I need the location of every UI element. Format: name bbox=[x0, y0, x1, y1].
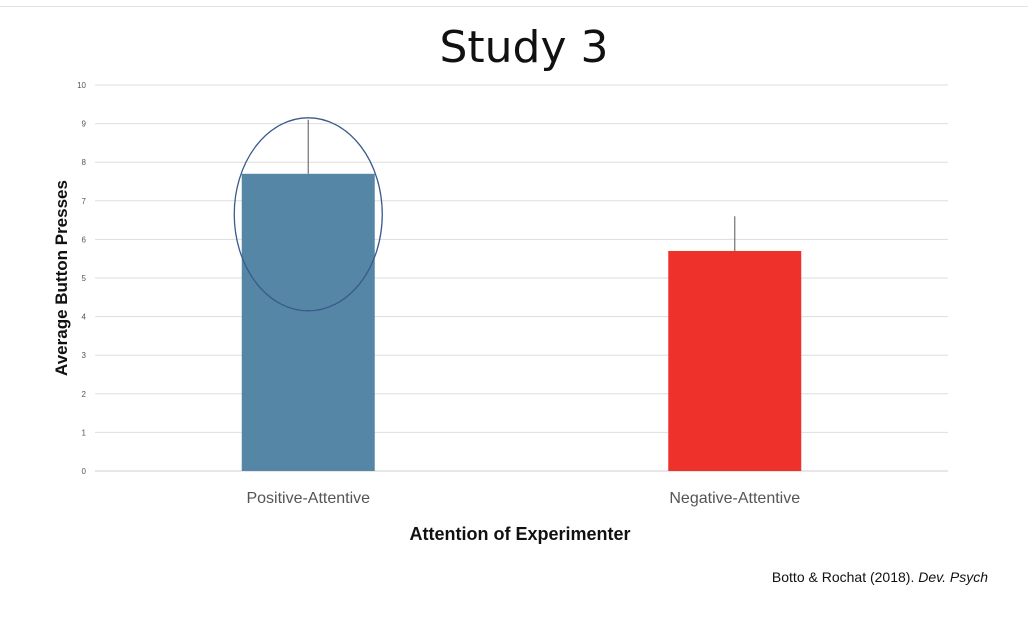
y-tick-label: 8 bbox=[82, 158, 87, 167]
y-tick-label: 3 bbox=[82, 351, 87, 360]
bar bbox=[668, 250, 802, 471]
x-tick-label: Positive-Attentive bbox=[246, 490, 370, 507]
x-tick-labels: Positive-Attentive Negative-Attentive bbox=[246, 490, 800, 507]
citation-journal: Dev. Psych bbox=[918, 569, 988, 585]
bar bbox=[241, 173, 375, 471]
x-tick-label: Negative-Attentive bbox=[669, 490, 800, 507]
y-tick-label: 9 bbox=[82, 120, 87, 129]
y-tick-label: 6 bbox=[82, 235, 87, 244]
y-tick-label: 0 bbox=[82, 467, 87, 476]
citation-authors: Botto & Rochat (2018). bbox=[771, 569, 919, 585]
slide-title: Study 3 bbox=[439, 22, 609, 73]
highlight-ellipse bbox=[233, 117, 383, 312]
y-tick-label: 7 bbox=[82, 197, 87, 206]
y-tick-label: 2 bbox=[82, 390, 87, 399]
x-axis-label: Attention of Experimenter bbox=[409, 524, 630, 544]
top-divider bbox=[0, 6, 1028, 7]
y-tick-label: 10 bbox=[77, 81, 86, 90]
y-tick-labels: 0 1 2 3 4 5 6 7 8 9 10 bbox=[77, 81, 86, 476]
y-tick-label: 4 bbox=[82, 313, 87, 322]
y-tick-label: 1 bbox=[82, 428, 87, 437]
citation: Botto & Rochat (2018). Dev. Psych bbox=[772, 569, 988, 585]
y-tick-label: 5 bbox=[82, 274, 87, 283]
bars bbox=[233, 117, 802, 471]
y-axis-label: Average Button Presses bbox=[52, 180, 71, 376]
gridlines bbox=[95, 84, 948, 472]
